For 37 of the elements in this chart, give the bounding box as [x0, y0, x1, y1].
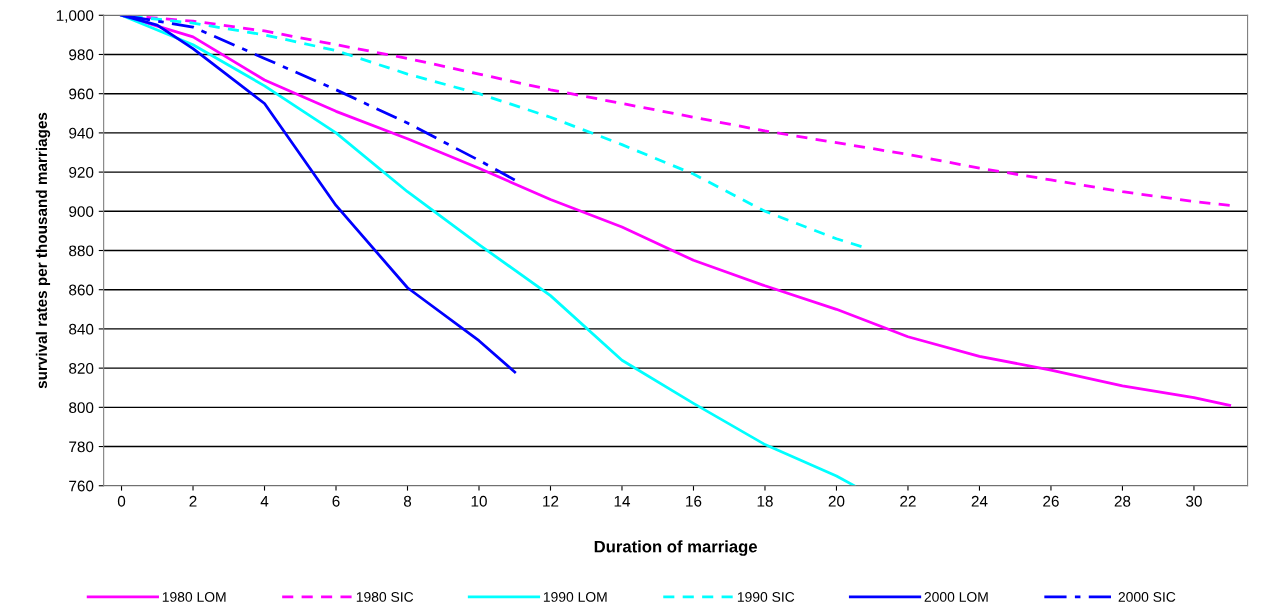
y-tick-label: 800 [69, 402, 94, 414]
y-tick-label: 820 [69, 363, 94, 374]
x-tick-label: 2 [189, 495, 197, 507]
x-tick-label: 20 [828, 495, 845, 507]
legend-label: 1980 LOM [162, 592, 226, 602]
x-tick-label: 0 [117, 495, 126, 507]
y-tick-label: 1,000 [56, 10, 94, 23]
x-tick-label: 6 [332, 495, 340, 507]
y-tick-label: 780 [69, 441, 94, 453]
x-tick-label: 28 [1114, 495, 1131, 507]
y-tick-label: 860 [69, 284, 94, 296]
x-tick-label: 22 [900, 495, 916, 507]
x-tick-label: 16 [686, 495, 702, 507]
y-tick-label: 840 [69, 323, 94, 335]
legend-label: 2000 SIC [1118, 592, 1176, 602]
y-tick-label: 960 [69, 88, 94, 100]
y-tick-label: 900 [69, 206, 94, 217]
x-tick-label: 18 [757, 495, 773, 507]
legend-label: 1990 LOM [543, 592, 607, 602]
x-tick-label: 8 [403, 495, 412, 507]
y-tick-label: 920 [69, 166, 94, 178]
x-tick-label: 30 [1186, 495, 1202, 507]
y-axis-title: survival rates per thousand marriages [35, 112, 51, 389]
y-tick-label: 880 [69, 245, 94, 257]
legend-label: 2000 LOM [924, 592, 988, 602]
y-tick-label: 980 [69, 49, 94, 61]
x-tick-label: 26 [1043, 495, 1059, 507]
x-tick-label: 24 [971, 495, 988, 507]
x-tick-label: 12 [543, 495, 559, 507]
x-tick-label: 4 [260, 496, 269, 507]
x-axis-title: Duration of marriage [594, 540, 757, 556]
y-tick-label: 760 [69, 480, 94, 492]
legend-label: 1990 SIC [737, 592, 795, 602]
legend-label: 1980 SIC [356, 592, 414, 602]
y-tick-label: 940 [69, 127, 94, 139]
x-tick-label: 14 [614, 496, 631, 507]
x-tick-label: 10 [471, 495, 487, 507]
